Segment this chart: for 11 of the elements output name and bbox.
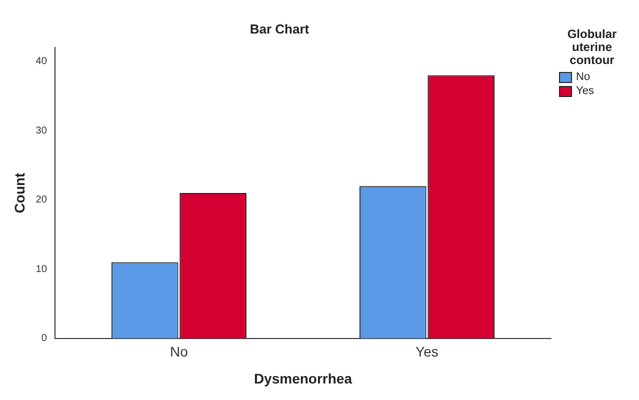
y-tick-label: 40 [36, 56, 48, 68]
y-tick-label: 30 [36, 125, 48, 136]
y-tick-label: 0 [41, 333, 48, 344]
y-tick-label: 10 [36, 264, 48, 275]
chart-title: Bar Chart [250, 21, 310, 36]
legend-label: Yes [576, 85, 594, 97]
x-axis-title: Dysmenorrhea [254, 370, 352, 386]
y-axis-title: Count [11, 172, 28, 214]
legend-title: Globular uterine contour [566, 27, 618, 67]
legend-label: No [576, 71, 590, 83]
y-tick-label: 20 [36, 194, 48, 206]
